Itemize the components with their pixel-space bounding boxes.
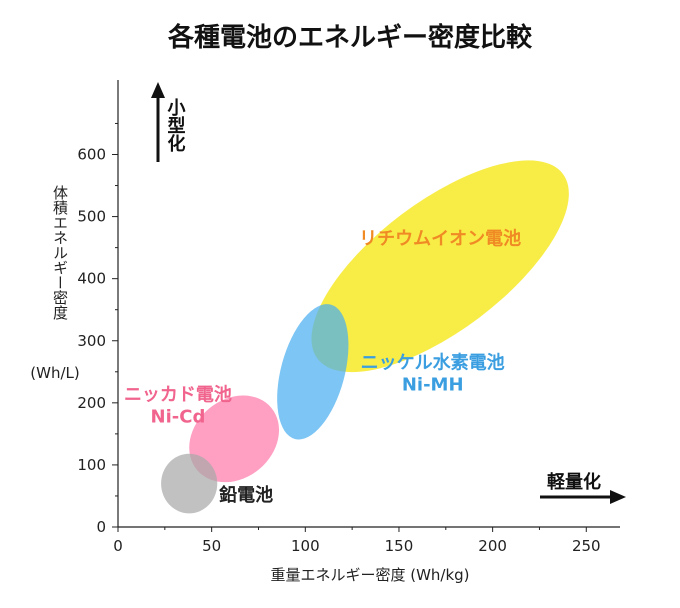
y-axis-unit: (Wh/L) bbox=[30, 364, 79, 382]
x-tick-label-2: 100 bbox=[291, 537, 320, 555]
up-arrow-head-icon bbox=[151, 82, 165, 98]
up-direction-label: 小型化 bbox=[165, 98, 186, 153]
region-label-1-0: ニッケル水素電池 bbox=[361, 352, 505, 374]
x-tick-label-0: 0 bbox=[113, 537, 123, 555]
region-2 bbox=[189, 395, 280, 483]
region-label-2-0: ニッカド電池 bbox=[124, 383, 232, 405]
x-tick-label-3: 150 bbox=[385, 537, 414, 555]
y-tick-label-1: 100 bbox=[77, 456, 106, 474]
regions-layer bbox=[161, 160, 569, 514]
region-label-1-1: Ni-MH bbox=[402, 375, 464, 396]
y-tick-label-0: 0 bbox=[96, 518, 106, 536]
region-label-2-1: Ni-Cd bbox=[151, 406, 206, 427]
right-direction-label: 軽量化 bbox=[547, 471, 601, 493]
region-label-3-0: 鉛電池 bbox=[219, 484, 273, 506]
x-tick-label-1: 50 bbox=[202, 537, 221, 555]
y-tick-label-3: 300 bbox=[77, 332, 106, 350]
region-3 bbox=[161, 453, 218, 514]
x-tick-label-4: 200 bbox=[478, 537, 507, 555]
right-arrow-head-icon bbox=[610, 490, 626, 504]
axes-layer: 0 50 100 150 200 250 0 100 200 300 400 500 600 bbox=[77, 80, 620, 555]
x-tick-label-5: 250 bbox=[572, 537, 601, 555]
y-tick-label-5: 500 bbox=[77, 208, 106, 226]
y-axis-label: 体積エネルギー密度 bbox=[51, 185, 69, 320]
region-1 bbox=[277, 304, 349, 440]
x-axis-label: 重量エネルギー密度 (Wh/kg) bbox=[270, 566, 469, 584]
y-tick-label-4: 400 bbox=[77, 270, 106, 288]
y-tick-label-2: 200 bbox=[77, 394, 106, 412]
region-0 bbox=[311, 160, 569, 373]
region-label-0-0: リチウムイオン電池 bbox=[359, 228, 521, 250]
chart-title: 各種電池のエネルギー密度比較 bbox=[167, 22, 533, 53]
y-tick-label-6: 600 bbox=[77, 146, 106, 164]
